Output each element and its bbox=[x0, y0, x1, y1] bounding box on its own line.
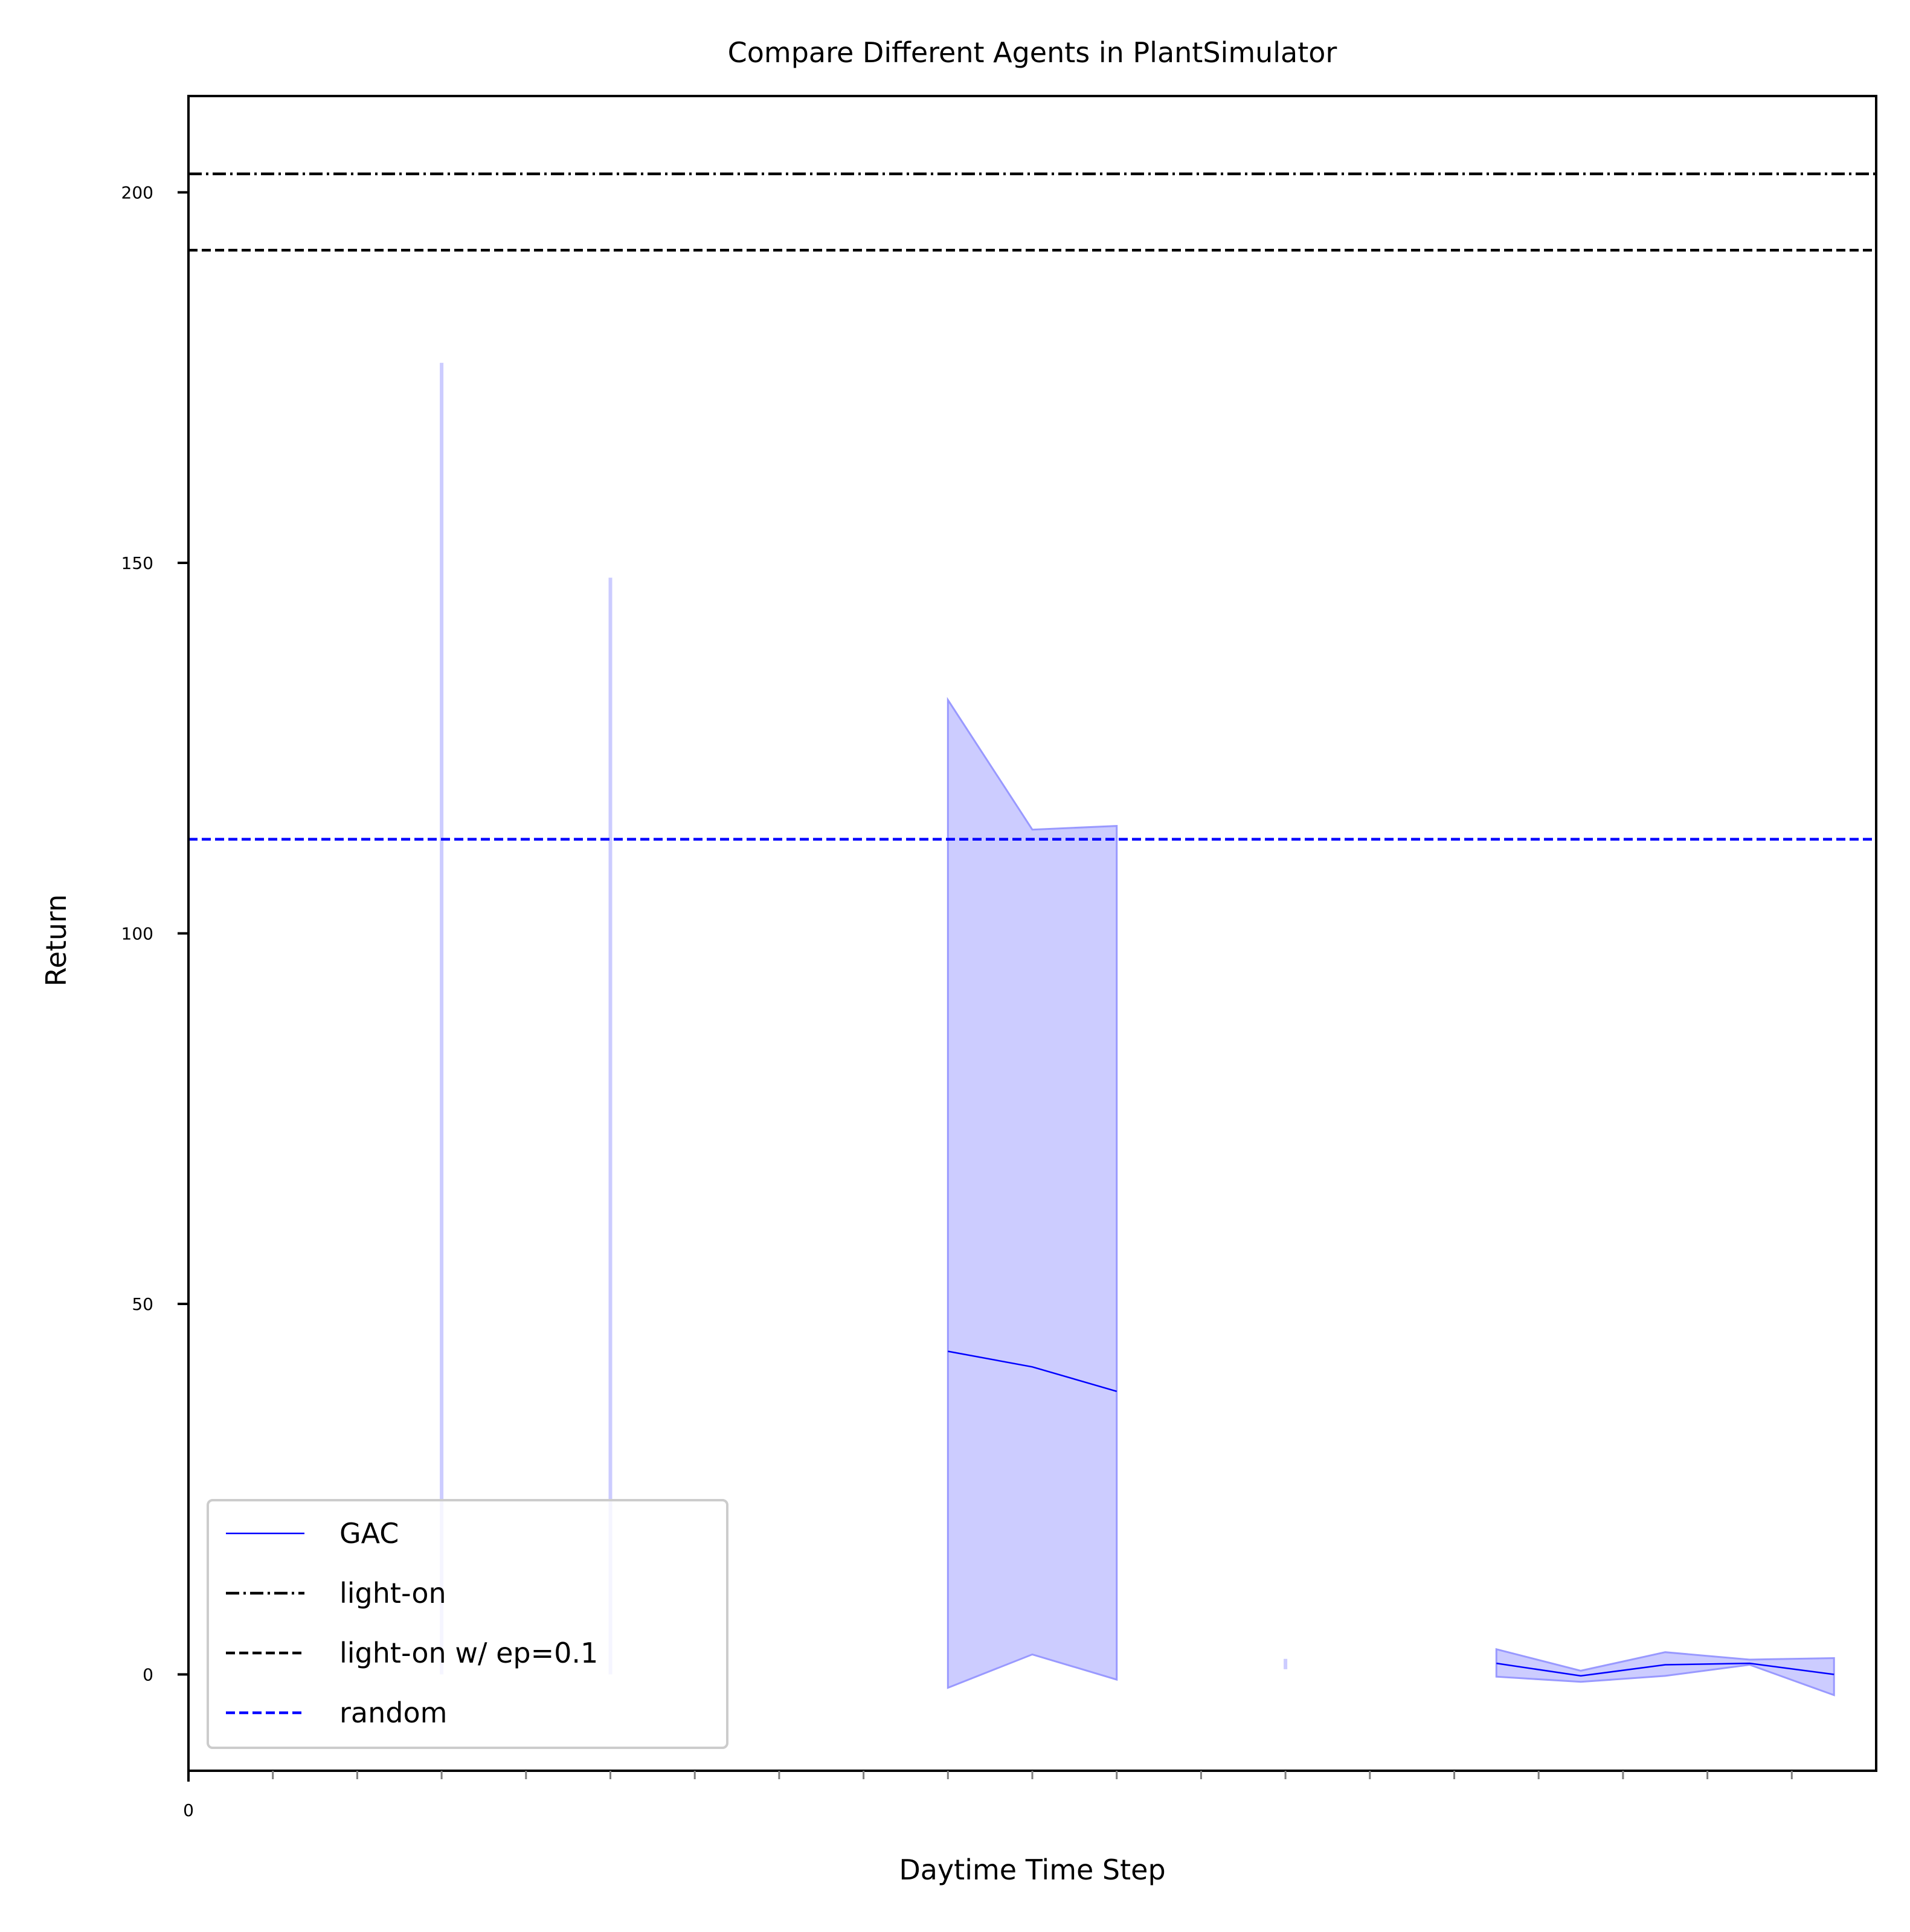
plot-area bbox=[188, 172, 1876, 1696]
legend-label-gac: GAC bbox=[339, 1517, 399, 1550]
chart-title: Compare Different Agents in PlantSimulat… bbox=[728, 36, 1337, 69]
y-tick-label: 200 bbox=[121, 183, 153, 203]
series-line-gac bbox=[1496, 1662, 1834, 1677]
plot-clip-group bbox=[188, 172, 1876, 1696]
legend-label-light-on: light-on bbox=[339, 1577, 446, 1609]
legend-box bbox=[207, 1499, 728, 1749]
x-axis-ticks: 0 bbox=[183, 1771, 1793, 1820]
x-tick-label: 0 bbox=[183, 1800, 194, 1820]
y-axis-label: Return bbox=[40, 894, 72, 987]
legend-label-random: random bbox=[339, 1696, 447, 1729]
legend: GAC light-on light-on w/ ep=0.1 random bbox=[207, 1499, 728, 1749]
y-tick-label: 50 bbox=[132, 1294, 153, 1314]
series-line-gac bbox=[948, 1350, 1117, 1393]
gac-band-segment bbox=[1495, 1648, 1835, 1696]
x-axis-label: Daytime Time Step bbox=[899, 1853, 1165, 1886]
y-axis-ticks: 0 50 100 150 200 bbox=[121, 183, 188, 1684]
y-tick-label: 150 bbox=[121, 553, 153, 573]
y-tick-label: 100 bbox=[121, 924, 153, 944]
legend-label-light-on-w-ep-0-1: light-on w/ ep=0.1 bbox=[339, 1637, 598, 1669]
y-tick-label: 0 bbox=[143, 1664, 153, 1684]
gac-band-segment bbox=[947, 696, 1118, 1689]
